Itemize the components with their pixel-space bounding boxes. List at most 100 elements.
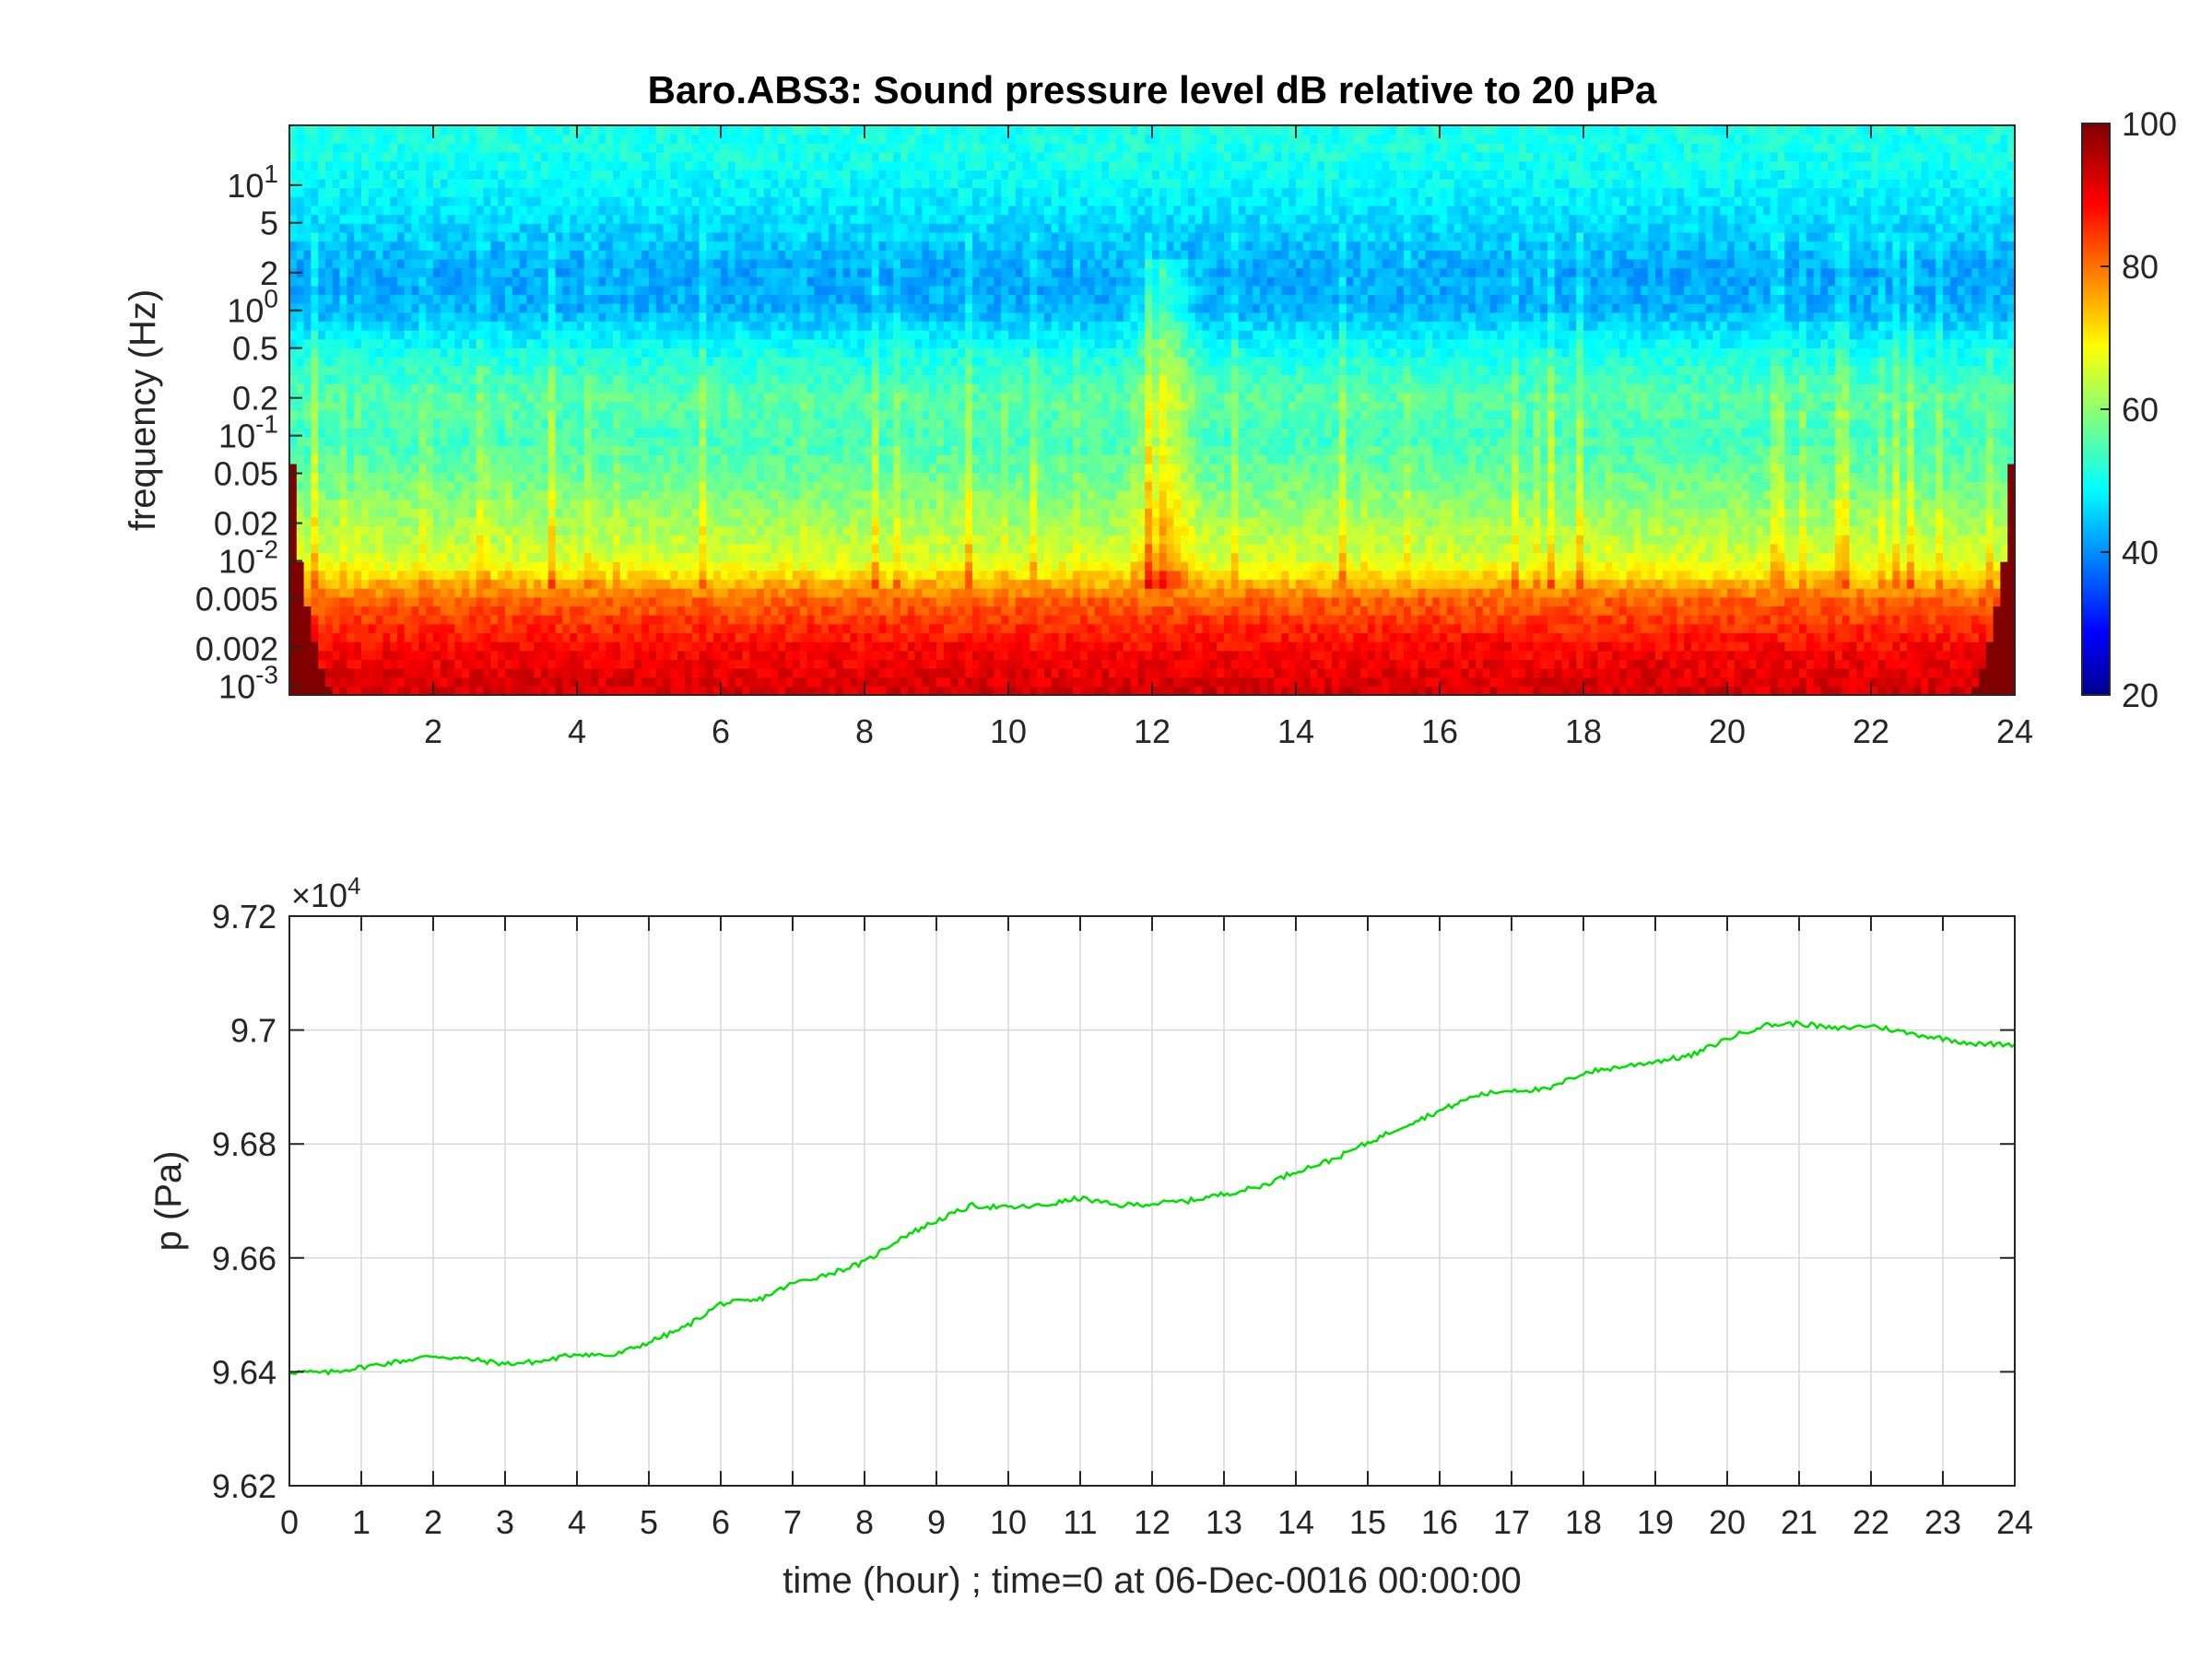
spectrogram-cell: [318, 570, 326, 581]
spectrogram-cell: [799, 357, 808, 367]
spectrogram-cell: [713, 677, 722, 687]
spectrogram-cell: [332, 276, 341, 287]
spectrogram-cell: [368, 579, 377, 589]
spectrogram-cell: [375, 445, 383, 455]
spectrogram-cell: [289, 410, 298, 420]
spectrogram-cell: [691, 134, 700, 144]
spectrogram-cell: [382, 143, 391, 153]
spectrogram-cell: [339, 338, 347, 349]
spectrogram-cell: [476, 231, 485, 242]
spectrogram-cell: [806, 267, 815, 277]
spectrogram-cell: [555, 285, 563, 296]
spectrogram-cell: [691, 677, 700, 687]
spectrogram-cell: [785, 223, 794, 233]
spectrogram-cell: [325, 606, 334, 616]
spectrogram-cell: [706, 659, 714, 669]
spectrogram-cell: [325, 525, 334, 535]
spectrogram-cell: [440, 294, 449, 304]
spectrogram-cell: [462, 365, 470, 375]
spectrogram-cell: [763, 392, 772, 402]
spectrogram-cell: [799, 428, 808, 438]
spectrogram-cell: [390, 151, 398, 162]
spectrogram-cell: [541, 686, 549, 695]
spectrogram-cell: [649, 463, 657, 474]
spectrogram-cell: [634, 303, 642, 313]
spectrogram-cell: [534, 151, 542, 162]
spectrogram-cell: [619, 535, 629, 545]
spectrogram-cell: [462, 445, 470, 455]
spectrogram-cell: [793, 543, 801, 554]
spectrogram-cell: [583, 659, 593, 669]
spectrogram-cell: [655, 499, 665, 509]
spectrogram-cell: [562, 489, 571, 500]
spectrogram-cell: [727, 623, 736, 634]
spectrogram-cell: [462, 579, 470, 589]
spectrogram-cell: [570, 668, 578, 678]
spectrogram-cell: [677, 410, 686, 420]
spectrogram-cell: [598, 401, 606, 411]
spectrogram-cell: [411, 686, 419, 695]
spectrogram-cell: [721, 214, 729, 224]
spectrogram-cell: [555, 677, 563, 687]
spectrogram-cell: [433, 641, 441, 652]
spectrogram-cell: [361, 214, 370, 224]
spectrogram-cell: [706, 223, 714, 233]
spectrogram-cell: [677, 392, 686, 402]
spectrogram-cell: [390, 134, 398, 144]
spectrogram-cell: [325, 686, 334, 695]
spectrogram-cell: [613, 250, 621, 260]
spectrogram-cell: [583, 481, 593, 491]
spectrogram-cell: [426, 410, 434, 420]
spectrogram-cell: [778, 205, 786, 216]
spectrogram-cell: [570, 223, 578, 233]
spectrogram-cell: [325, 516, 334, 527]
spectrogram-cell: [598, 535, 606, 545]
spectrogram-cell: [555, 330, 563, 340]
spectrogram-cell: [677, 357, 686, 367]
spectrogram-cell: [799, 303, 808, 313]
spectrogram-cell: [785, 508, 794, 518]
spectrogram-cell: [691, 178, 700, 189]
spectrogram-cell: [332, 151, 341, 162]
spectrogram-cell: [699, 312, 707, 323]
spectrogram-cell: [498, 445, 506, 455]
spectrogram-cell: [778, 250, 786, 260]
spectrogram-cell: [627, 623, 635, 634]
spectrogram-cell: [440, 535, 449, 545]
spectrogram-cell: [418, 178, 427, 189]
spectrogram-cell: [806, 276, 815, 287]
spectrogram-cell: [476, 641, 485, 652]
spectrogram-cell: [699, 196, 707, 206]
spectrogram-cell: [490, 686, 499, 695]
spectrogram-cell: [483, 499, 491, 509]
spectrogram-cell: [339, 418, 347, 429]
spectrogram-cell: [793, 285, 801, 296]
spectrogram-cell: [721, 686, 729, 695]
spectrogram-cell: [829, 543, 837, 554]
spectrogram-cell: [332, 267, 341, 277]
spectrogram-cell: [771, 588, 779, 598]
spectrogram-cell: [727, 668, 736, 678]
spectrogram-cell: [339, 294, 347, 304]
spectrogram-cell: [742, 374, 750, 384]
spectrogram-cell: [526, 489, 535, 500]
spectrogram-cell: [793, 178, 801, 189]
spectrogram-cell: [547, 499, 557, 509]
spectrogram-cell: [462, 436, 470, 447]
spectrogram-cell: [713, 615, 722, 625]
spectrogram-cell: [634, 151, 642, 162]
spectrogram-cell: [835, 623, 844, 634]
spectrogram-cell: [699, 303, 707, 313]
spectrogram-cell: [440, 606, 449, 616]
spectrogram-cell: [778, 383, 786, 394]
spectrogram-cell: [591, 294, 599, 304]
spectrogram-cell: [706, 410, 714, 420]
spectrogram-cell: [296, 241, 305, 251]
spectrogram-cell: [418, 632, 427, 642]
spectrogram-cell: [375, 632, 383, 642]
spectrogram-cell: [411, 588, 419, 598]
spectrogram-cell: [641, 134, 650, 144]
spectrogram-cell: [490, 258, 499, 269]
spectrogram-cell: [526, 143, 535, 153]
spectrogram-cell: [426, 241, 434, 251]
